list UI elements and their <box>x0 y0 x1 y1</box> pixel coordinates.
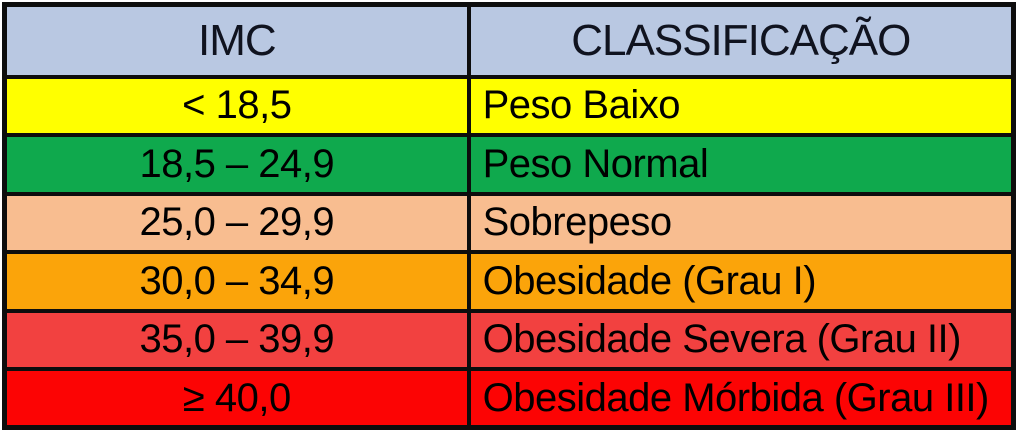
classification-cell: Peso Normal <box>466 133 1016 196</box>
table-row: 18,5 – 24,9 Peso Normal <box>2 133 1016 196</box>
classification-cell: Obesidade Severa (Grau II) <box>466 308 1016 371</box>
classification-cell: Obesidade (Grau I) <box>466 250 1016 313</box>
classification-cell: Obesidade Mórbida (Grau III) <box>466 367 1016 430</box>
column-header-classificacao: CLASSIFICAÇÃO <box>466 2 1016 79</box>
table-body: < 18,5 Peso Baixo 18,5 – 24,9 Peso Norma… <box>2 74 1016 430</box>
classification-cell: Sobrepeso <box>466 191 1016 254</box>
imc-range-cell: < 18,5 <box>2 74 471 137</box>
column-header-imc: IMC <box>2 2 471 79</box>
imc-classification-table: IMC CLASSIFICAÇÃO < 18,5 Peso Baixo 18,5… <box>2 2 1016 430</box>
imc-range-cell: 35,0 – 39,9 <box>2 308 471 371</box>
imc-range-cell: 25,0 – 29,9 <box>2 191 471 254</box>
classification-cell: Peso Baixo <box>466 74 1016 137</box>
table-row: 30,0 – 34,9 Obesidade (Grau I) <box>2 250 1016 313</box>
imc-range-cell: ≥ 40,0 <box>2 367 471 430</box>
table-header: IMC CLASSIFICAÇÃO <box>2 2 1016 79</box>
table-row: 25,0 – 29,9 Sobrepeso <box>2 191 1016 254</box>
table-row: < 18,5 Peso Baixo <box>2 74 1016 137</box>
header-row: IMC CLASSIFICAÇÃO <box>2 2 1016 79</box>
table-row: 35,0 – 39,9 Obesidade Severa (Grau II) <box>2 308 1016 371</box>
imc-range-cell: 30,0 – 34,9 <box>2 250 471 313</box>
table-row: ≥ 40,0 Obesidade Mórbida (Grau III) <box>2 367 1016 430</box>
imc-range-cell: 18,5 – 24,9 <box>2 133 471 196</box>
